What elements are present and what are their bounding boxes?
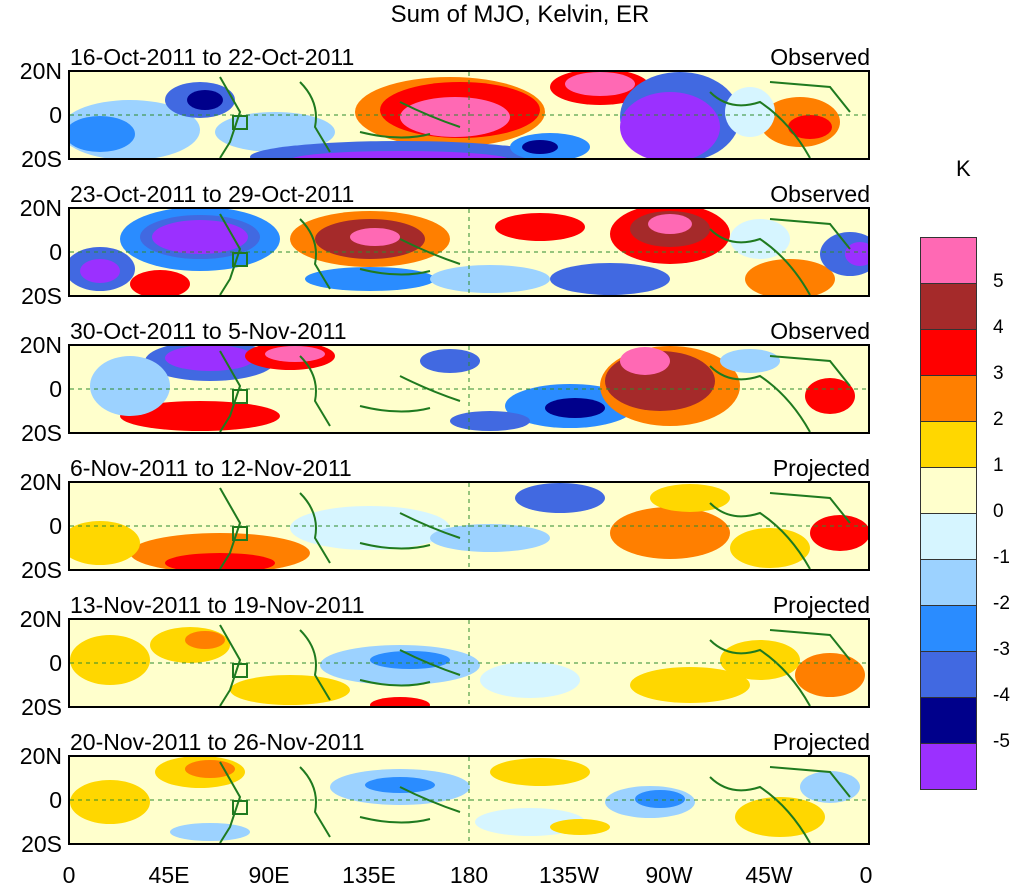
legend-label: -1 bbox=[993, 547, 1010, 568]
legend-swatch bbox=[920, 283, 977, 330]
lon-label: 0 bbox=[859, 862, 873, 888]
legend-swatch bbox=[920, 743, 977, 790]
panel-status: Observed bbox=[770, 181, 870, 207]
legend-label: 5 bbox=[993, 271, 1004, 292]
lat-label: 20N bbox=[19, 195, 62, 221]
anomaly-map bbox=[68, 207, 870, 297]
lat-label: 20N bbox=[19, 58, 62, 84]
legend-unit: K bbox=[956, 156, 971, 181]
lat-label: 20N bbox=[19, 743, 62, 769]
panel-date-range: 6-Nov-2011 to 12-Nov-2011 bbox=[70, 455, 352, 481]
legend-swatch bbox=[920, 467, 977, 514]
lon-label: 135W bbox=[538, 862, 600, 888]
map-panel-3: 30-Oct-2011 to 5-Nov-2011 Observed bbox=[0, 318, 880, 456]
lat-label: 0 bbox=[49, 787, 62, 813]
map-panel-1: 16-Oct-2011 to 22-Oct-2011 Observed bbox=[0, 44, 880, 182]
panel-status: Observed bbox=[770, 318, 870, 344]
legend-swatch bbox=[920, 329, 977, 376]
lon-label: 45E bbox=[148, 862, 190, 888]
figure-title: Sum of MJO, Kelvin, ER bbox=[390, 1, 650, 28]
panel-date-range: 16-Oct-2011 to 22-Oct-2011 bbox=[70, 44, 355, 70]
lat-label: 0 bbox=[49, 102, 62, 128]
legend-label: -2 bbox=[993, 593, 1010, 614]
lat-label: 20N bbox=[19, 469, 62, 495]
legend-swatch bbox=[920, 513, 977, 560]
lon-axis: 0 45E 90E 135E 180 135W 90W 45W 0 bbox=[0, 862, 1015, 889]
map-panel-2: 23-Oct-2011 to 29-Oct-2011 Observed bbox=[0, 181, 880, 319]
legend-label: 4 bbox=[993, 317, 1004, 338]
lon-label: 90W bbox=[645, 862, 693, 888]
legend-swatch bbox=[920, 375, 977, 422]
legend-label: 0 bbox=[993, 501, 1004, 522]
legend-label: 1 bbox=[993, 455, 1004, 476]
lat-label: 20S bbox=[21, 831, 62, 857]
legend-label: -3 bbox=[993, 639, 1010, 660]
legend-swatch bbox=[920, 559, 977, 606]
lon-label: 135E bbox=[342, 862, 396, 888]
anomaly-field bbox=[70, 72, 868, 158]
lat-label: 0 bbox=[49, 513, 62, 539]
lon-label: 45W bbox=[745, 862, 793, 888]
anomaly-map bbox=[68, 755, 870, 845]
lat-label: 20S bbox=[21, 283, 62, 309]
map-panel-5: 13-Nov-2011 to 19-Nov-2011 Projected bbox=[0, 592, 880, 730]
anomaly-field bbox=[70, 757, 868, 843]
legend-swatch bbox=[920, 237, 977, 284]
anomaly-field bbox=[70, 483, 868, 569]
anomaly-map bbox=[68, 344, 870, 434]
lat-label: 20N bbox=[19, 332, 62, 358]
lon-label: 0 bbox=[62, 862, 76, 888]
anomaly-field bbox=[70, 620, 868, 706]
legend-label: -5 bbox=[993, 731, 1010, 752]
lat-label: 0 bbox=[49, 376, 62, 402]
lat-label: 20N bbox=[19, 606, 62, 632]
panel-status: Observed bbox=[770, 44, 870, 70]
legend-label: 3 bbox=[993, 363, 1004, 384]
panel-date-range: 13-Nov-2011 to 19-Nov-2011 bbox=[70, 592, 365, 618]
legend-swatch bbox=[920, 697, 977, 744]
anomaly-map bbox=[68, 618, 870, 708]
map-panel-6: 20-Nov-2011 to 26-Nov-2011 Projected bbox=[0, 729, 880, 867]
panel-status: Projected bbox=[772, 592, 870, 618]
panel-status: Projected bbox=[772, 455, 870, 481]
lon-label: 180 bbox=[449, 862, 489, 888]
map-panel-4: 6-Nov-2011 to 12-Nov-2011 Projected bbox=[0, 455, 880, 593]
lat-label: 20S bbox=[21, 557, 62, 583]
legend-swatch bbox=[920, 421, 977, 468]
anomaly-field bbox=[70, 209, 868, 295]
lat-label: 20S bbox=[21, 420, 62, 446]
panel-date-range: 20-Nov-2011 to 26-Nov-2011 bbox=[70, 729, 365, 755]
anomaly-map bbox=[68, 481, 870, 571]
legend-swatch bbox=[920, 605, 977, 652]
lat-label: 20S bbox=[21, 694, 62, 720]
panel-date-range: 30-Oct-2011 to 5-Nov-2011 bbox=[70, 318, 347, 344]
legend-label: 2 bbox=[993, 409, 1004, 430]
lat-label: 0 bbox=[49, 650, 62, 676]
lat-label: 20S bbox=[21, 146, 62, 172]
panel-date-range: 23-Oct-2011 to 29-Oct-2011 bbox=[70, 181, 355, 207]
legend-swatch bbox=[920, 651, 977, 698]
anomaly-field bbox=[70, 346, 868, 432]
lat-label: 0 bbox=[49, 239, 62, 265]
legend-label: -4 bbox=[993, 685, 1010, 706]
panel-status: Projected bbox=[772, 729, 870, 755]
anomaly-map bbox=[68, 70, 870, 160]
lon-label: 90E bbox=[248, 862, 290, 888]
